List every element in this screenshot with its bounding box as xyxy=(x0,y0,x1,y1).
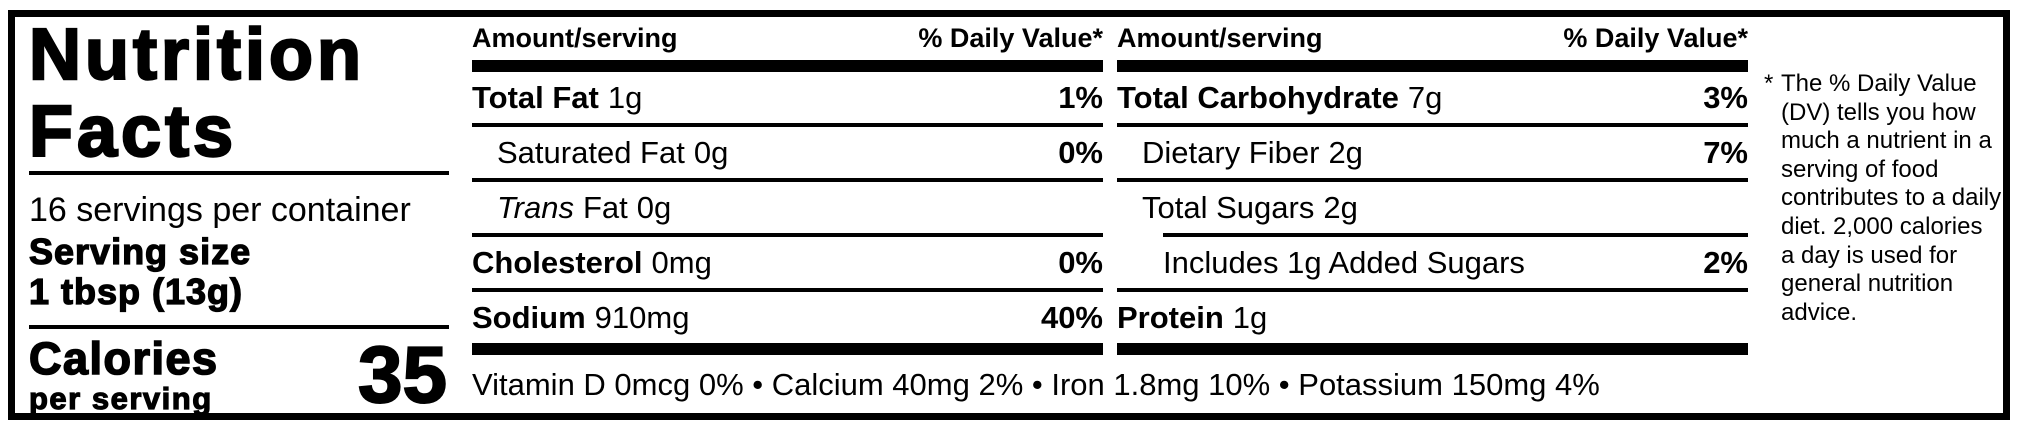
header-daily-value: % Daily Value* xyxy=(918,23,1103,53)
nutrient-name-italic: Trans xyxy=(497,189,574,225)
thick-bar xyxy=(472,60,1103,72)
row-rule xyxy=(472,178,1103,182)
row-rule xyxy=(1117,288,1748,292)
label-inner: Nutrition Facts 16 servings per containe… xyxy=(15,15,2003,419)
nutrient-amount: 1g xyxy=(1232,299,1268,335)
row-added-sugars: Includes 1g Added Sugars 2% xyxy=(1117,237,1748,288)
row-rule xyxy=(472,288,1103,292)
row-sodium: Sodium 910mg 40% xyxy=(472,292,1103,343)
nutrient-amount: 2g xyxy=(1328,134,1363,170)
header-amount-serving: Amount/serving xyxy=(1117,23,1323,53)
nutrient-name: Protein xyxy=(1117,299,1224,335)
daily-value-footnote: * The % Daily Value (DV) tells you how m… xyxy=(1764,70,2002,327)
nutrient-name: Includes 1g Added Sugars xyxy=(1163,244,1525,280)
nutrient-amount: 910mg xyxy=(594,299,690,335)
nutrient-name: Total Fat xyxy=(472,79,599,115)
row-rule-indented xyxy=(1163,233,1748,237)
row-trans-fat: Trans Fat 0g xyxy=(472,182,1103,233)
daily-value-percent: 2% xyxy=(1703,244,1748,280)
divider-rule xyxy=(29,171,449,175)
daily-value-percent: 3% xyxy=(1703,79,1748,115)
servings-per-container: 16 servings per container xyxy=(29,191,411,229)
daily-value-percent: 7% xyxy=(1703,134,1748,170)
divider-rule xyxy=(29,325,449,329)
header-daily-value: % Daily Value* xyxy=(1563,23,1748,53)
nutrient-amount: 2g xyxy=(1323,189,1358,225)
daily-value-percent: 0% xyxy=(1058,244,1103,280)
footnote-text: The % Daily Value (DV) tells you how muc… xyxy=(1781,70,2002,326)
column-header: Amount/serving % Daily Value* xyxy=(1117,17,1748,60)
nutrient-name: Dietary Fiber xyxy=(1142,134,1320,170)
thick-bar xyxy=(1117,60,1748,72)
row-dietary-fiber: Dietary Fiber 2g 7% xyxy=(1117,127,1748,178)
column-header: Amount/serving % Daily Value* xyxy=(472,17,1103,60)
thick-bar xyxy=(472,343,1103,355)
row-total-sugars: Total Sugars 2g xyxy=(1117,182,1748,233)
calories-row: Calories per serving 35 xyxy=(28,330,449,419)
row-rule xyxy=(472,233,1103,237)
calories-value: 35 xyxy=(357,330,448,419)
left-panel: Nutrition Facts 16 servings per containe… xyxy=(28,15,449,419)
row-rule xyxy=(1117,123,1748,127)
row-cholesterol: Cholesterol 0mg 0% xyxy=(472,237,1103,288)
nutrient-amount: 0mg xyxy=(651,244,712,280)
nutrient-name: Sodium xyxy=(472,299,586,335)
nutrition-facts-label: Nutrition Facts 16 servings per containe… xyxy=(8,10,2010,420)
nutrient-name: Total Carbohydrate xyxy=(1117,79,1399,115)
nutrient-amount: 7g xyxy=(1407,79,1443,115)
nutrient-name: Saturated Fat xyxy=(497,134,685,170)
header-amount-serving: Amount/serving xyxy=(472,23,678,53)
thick-bar xyxy=(1117,343,1748,355)
vitamins-minerals-line: Vitamin D 0mcg 0% • Calcium 40mg 2% • Ir… xyxy=(472,367,1600,402)
row-total-carbohydrate: Total Carbohydrate 7g 3% xyxy=(1117,72,1748,123)
title-line-1: Nutrition xyxy=(28,15,365,95)
nutrient-name: Fat xyxy=(582,189,628,225)
row-rule xyxy=(472,123,1103,127)
row-rule xyxy=(1117,178,1748,182)
title-line-2: Facts xyxy=(28,92,238,172)
daily-value-percent: 40% xyxy=(1040,299,1103,335)
nutrient-amount: 0g xyxy=(693,134,729,170)
row-protein: Protein 1g xyxy=(1117,292,1748,343)
nutrient-name: Cholesterol xyxy=(472,244,643,280)
row-saturated-fat: Saturated Fat 0g 0% xyxy=(472,127,1103,178)
calories-labels: Calories per serving xyxy=(28,333,219,416)
calories-label: Calories xyxy=(28,333,219,384)
daily-value-percent: 1% xyxy=(1058,79,1103,115)
footnote-asterisk: * xyxy=(1764,70,1774,97)
serving-size-label: Serving size xyxy=(28,231,252,272)
nutrient-amount: 0g xyxy=(636,189,672,225)
label-title: Nutrition Facts xyxy=(28,15,449,172)
nutrient-name: Total Sugars xyxy=(1142,189,1315,225)
row-total-fat: Total Fat 1g 1% xyxy=(472,72,1103,123)
nutrient-amount: 1g xyxy=(607,79,643,115)
calories-sublabel: per serving xyxy=(28,381,213,416)
daily-value-percent: 0% xyxy=(1058,134,1103,170)
nutrient-column-1: Amount/serving % Daily Value* Total Fat … xyxy=(472,17,1103,355)
serving-size-value: 1 tbsp (13g) xyxy=(28,271,244,312)
nutrient-column-2: Amount/serving % Daily Value* Total Carb… xyxy=(1117,17,1748,355)
